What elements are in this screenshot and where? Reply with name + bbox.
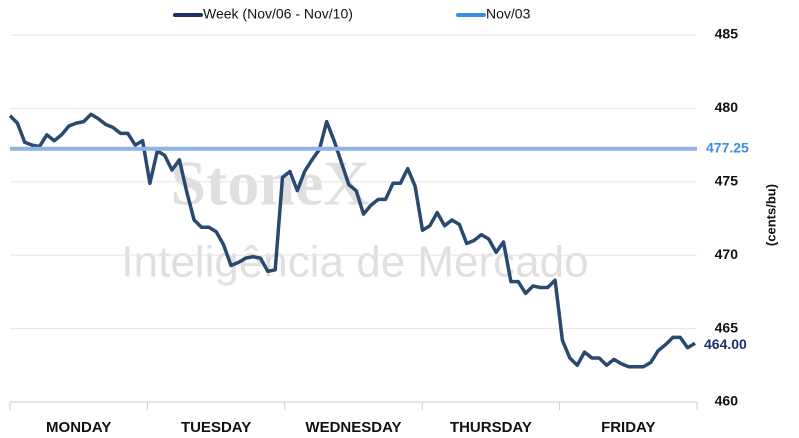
watermark-brand: StoneX xyxy=(170,148,369,219)
x-tick-label: TUESDAY xyxy=(181,419,251,436)
x-tick-label: MONDAY xyxy=(46,419,111,436)
watermark: StoneX Inteligência de Mercado xyxy=(121,148,588,287)
watermark-subtitle: Inteligência de Mercado xyxy=(121,238,588,287)
y-tick-label: 465 xyxy=(715,319,739,335)
series-line xyxy=(8,112,696,369)
y-tick-label: 485 xyxy=(715,26,739,42)
x-tick-label: FRIDAY xyxy=(601,419,655,436)
y-tick-label: 470 xyxy=(715,246,739,262)
x-tick-label: THURSDAY xyxy=(450,419,532,436)
y-tick-label: 480 xyxy=(715,99,739,115)
y-tick-label: 475 xyxy=(715,173,739,189)
y-tick-label: 460 xyxy=(715,393,739,409)
legend-label: Nov/03 xyxy=(486,6,531,22)
end-label: 477.25 xyxy=(706,139,749,155)
y-axis-label: (cents/bu) xyxy=(763,184,778,246)
end-label: 464.00 xyxy=(704,336,747,352)
x-tick-label: WEDNESDAY xyxy=(305,419,401,436)
legend-label: Week (Nov/06 - Nov/10) xyxy=(203,6,353,22)
